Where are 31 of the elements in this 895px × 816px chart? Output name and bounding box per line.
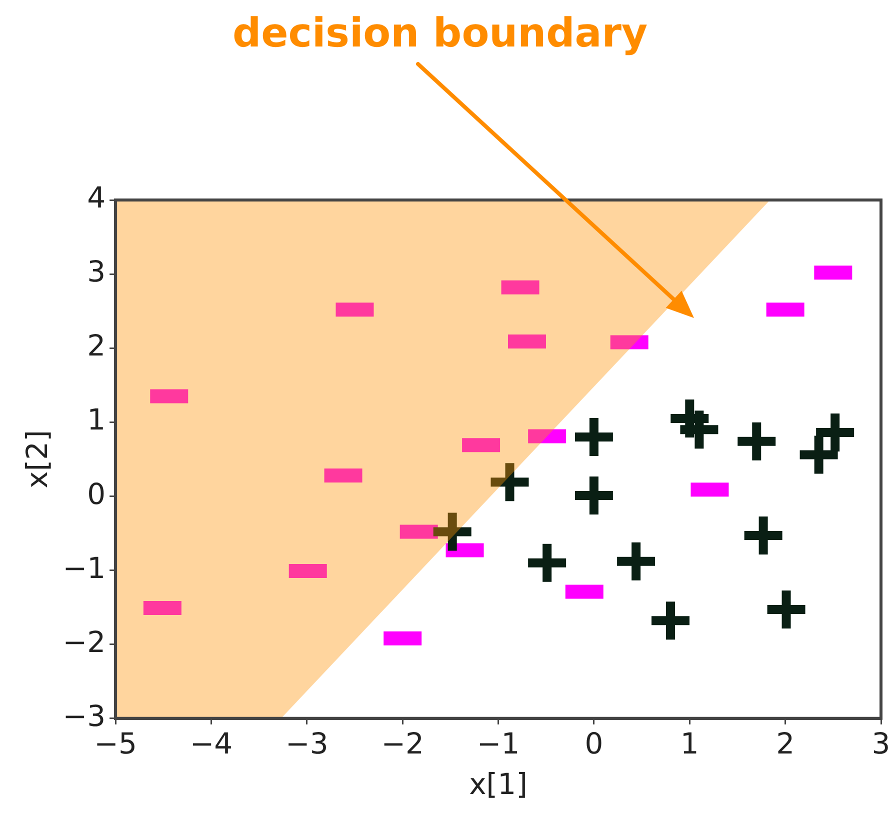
y-tick-label: 1: [87, 402, 106, 437]
x-axis-title: x[1]: [469, 767, 528, 802]
point: [490, 463, 529, 502]
x-tick-label: −2: [381, 726, 424, 760]
point: [816, 414, 854, 452]
y-tick-label: 3: [87, 254, 106, 289]
point: [433, 512, 472, 551]
x-tick-label: 1: [680, 726, 699, 760]
y-tick-label: −1: [62, 550, 106, 585]
point: [680, 410, 718, 449]
y-tick-label: 0: [87, 476, 106, 511]
text: decision boundary: [232, 10, 648, 56]
y-tick-label: 4: [87, 180, 106, 215]
point: [528, 544, 566, 582]
point: [800, 436, 838, 474]
point: [652, 602, 690, 640]
x-tick-label: −4: [190, 726, 233, 760]
y-axis-title: x[2]: [20, 430, 54, 488]
x-tick-label: 2: [776, 726, 795, 760]
y-tick-label: 2: [87, 328, 106, 363]
point: [738, 422, 776, 460]
point: [617, 542, 656, 580]
point: [574, 418, 613, 456]
point: [767, 590, 806, 629]
x-tick-label: 0: [584, 726, 604, 760]
point: [744, 516, 782, 554]
x-tick-label: −1: [476, 726, 520, 760]
y-tick-label: −2: [62, 624, 106, 659]
point: [574, 476, 613, 514]
x-tick-label: 3: [872, 726, 890, 760]
x-tick-label: −3: [286, 726, 328, 760]
